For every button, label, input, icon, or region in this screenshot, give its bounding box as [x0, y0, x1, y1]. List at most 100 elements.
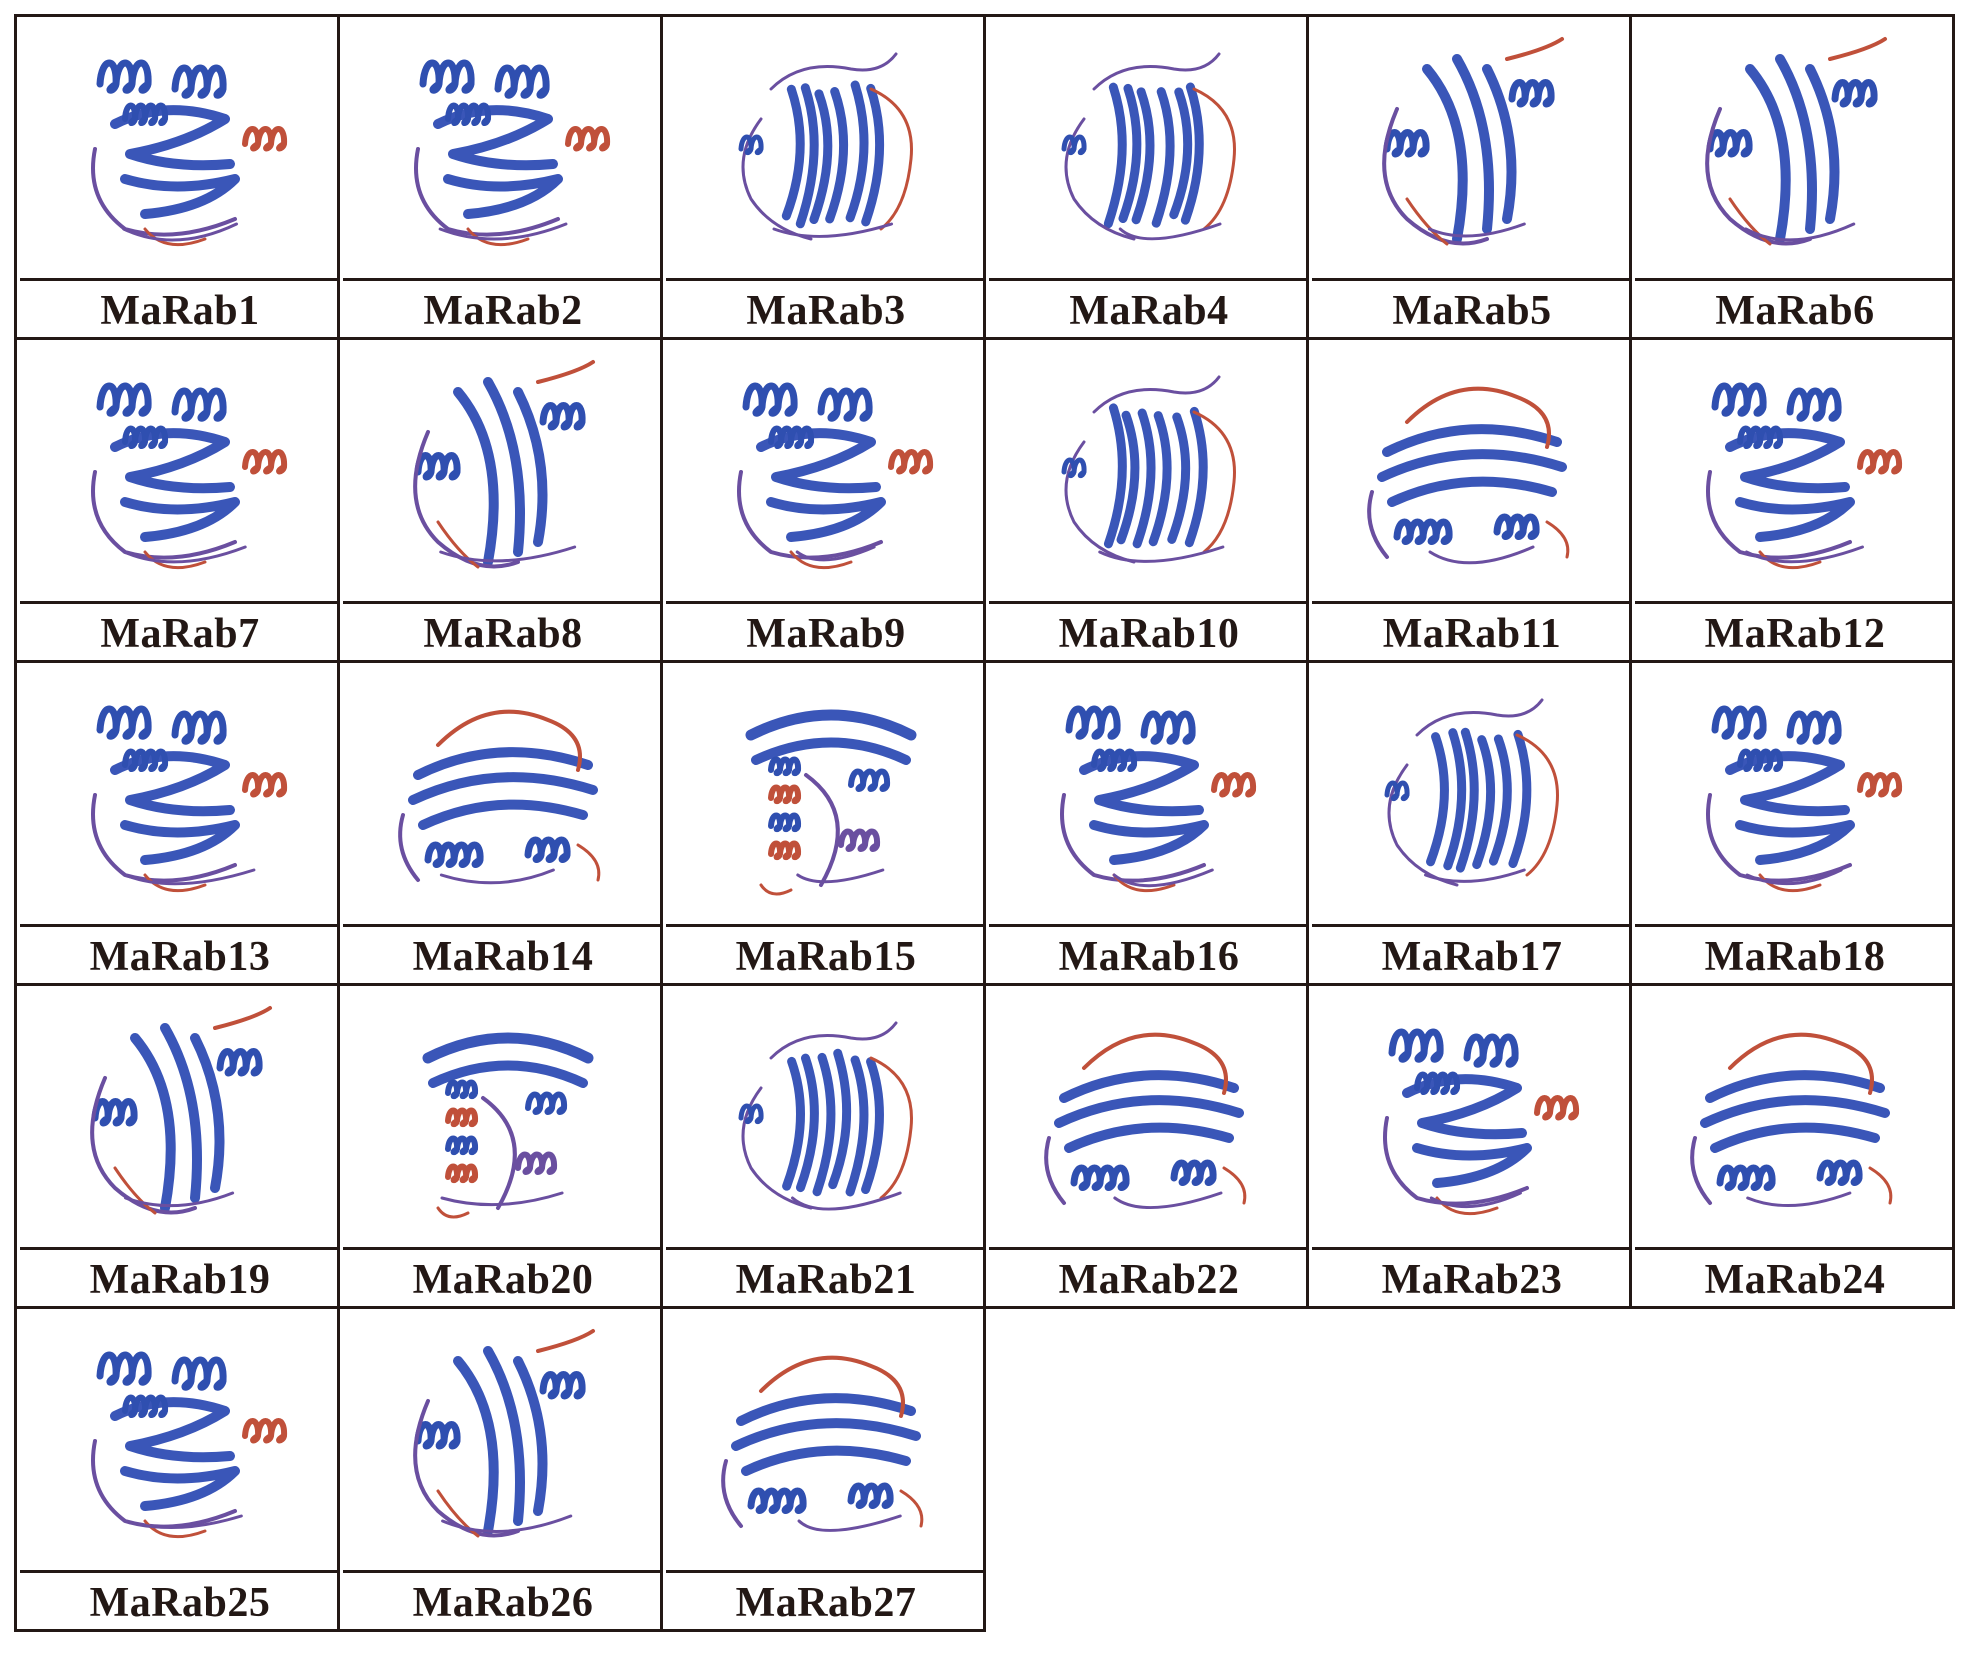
loop — [436, 1489, 480, 1538]
beta-strand — [795, 83, 819, 229]
alpha-helix — [539, 1371, 586, 1400]
loop — [1098, 545, 1225, 563]
beta-strand — [408, 772, 598, 805]
alpha-helix — [1716, 1164, 1776, 1191]
ribbon-model — [1382, 37, 1564, 246]
beta-sheet — [756, 428, 881, 494]
beta-strand — [1488, 734, 1512, 866]
beta-sheet — [1089, 820, 1209, 865]
beta-sheet — [1725, 428, 1850, 494]
beta-strand — [190, 1033, 225, 1193]
loop — [1383, 1116, 1529, 1206]
cell-frame: MaRab22 — [983, 983, 1309, 1309]
alpha-helix — [171, 1356, 227, 1391]
ribbon-model — [91, 382, 288, 570]
ribbon-model — [1061, 52, 1236, 241]
loop — [576, 843, 601, 882]
loop — [1192, 87, 1236, 231]
beta-strand — [418, 799, 588, 830]
alpha-helix — [445, 1135, 479, 1156]
loop — [1092, 375, 1221, 414]
ribbon-model — [413, 360, 595, 569]
cell-frame: MaRab16 — [983, 660, 1309, 986]
loop — [769, 1021, 898, 1060]
protein-cell: MaRab22 — [983, 983, 1309, 1309]
beta-strand — [483, 377, 525, 557]
beta-strand — [809, 89, 833, 225]
beta-sheet — [110, 105, 235, 171]
beta-strand — [1775, 54, 1817, 234]
beta-strand — [1151, 87, 1175, 228]
cell-frame: MaRab21 — [660, 983, 986, 1309]
loop — [791, 1191, 902, 1211]
protein-structure-image — [343, 343, 663, 604]
alpha-helix — [122, 425, 169, 450]
protein-structure-image — [343, 1312, 663, 1573]
protein-structure-image — [20, 989, 340, 1250]
alpha-helix — [738, 1103, 764, 1125]
beta-strand — [861, 83, 885, 227]
beta-strand — [751, 737, 911, 765]
protein-cell: MaRab5 — [1306, 14, 1632, 340]
beta-strand — [1103, 82, 1127, 229]
protein-structure-image — [989, 20, 1309, 281]
beta-sheet — [120, 497, 240, 542]
protein-structure-image — [666, 989, 986, 1250]
protein-structure-image — [20, 666, 340, 927]
loop — [122, 222, 239, 242]
protein-cell: MaRab7 — [14, 337, 340, 663]
beta-strand — [795, 1053, 819, 1193]
loop — [899, 1489, 924, 1528]
alpha-helix — [96, 705, 152, 740]
alpha-helix — [419, 59, 475, 94]
alpha-helix — [1393, 518, 1453, 545]
cell-frame: MaRab10 — [983, 337, 1309, 663]
beta-strand — [741, 1445, 911, 1476]
beta-strand — [1382, 424, 1562, 457]
alpha-helix — [242, 126, 288, 152]
cell-frame: MaRab23 — [1306, 983, 1632, 1309]
protein-structure-image — [20, 20, 340, 281]
alpha-helix — [768, 425, 815, 450]
loop — [113, 1166, 157, 1215]
alpha-helix — [1061, 134, 1087, 156]
loop — [1744, 545, 1864, 564]
protein-cell: MaRab25 — [14, 1306, 340, 1632]
alpha-helix — [817, 387, 873, 422]
loop — [143, 873, 207, 893]
cell-frame: MaRab6 — [1629, 14, 1955, 340]
protein-structure-image — [666, 20, 986, 281]
beta-sheet — [1079, 751, 1204, 817]
alpha-helix — [1831, 79, 1878, 108]
loop — [1367, 490, 1389, 559]
protein-cell: MaRab11 — [1306, 337, 1632, 663]
protein-label: MaRab18 — [1704, 933, 1886, 980]
alpha-helix — [888, 449, 934, 475]
ribbon-model — [1705, 37, 1887, 246]
alpha-helix — [242, 449, 288, 475]
loop — [797, 1514, 902, 1532]
cell-frame: MaRab18 — [1629, 660, 1955, 986]
protein-label: MaRab10 — [1058, 610, 1240, 657]
beta-strand — [1184, 406, 1208, 548]
protein-structure-grid: MaRab1 MaRab2 MaRab3 MaRab4 MaRab5 MaRab6 MaRa… — [14, 14, 1972, 1642]
ribbon-model — [413, 1329, 595, 1538]
alpha-helix — [122, 102, 169, 127]
protein-cell: MaRab12 — [1629, 337, 1955, 663]
ribbon-model — [91, 59, 288, 247]
ribbon-model — [422, 1032, 594, 1219]
cell-frame: MaRab15 — [660, 660, 986, 986]
loop — [1706, 470, 1852, 560]
protein-cell: MaRab27 — [660, 1306, 986, 1632]
beta-strand — [1710, 1122, 1880, 1153]
loop — [1427, 222, 1526, 238]
loop — [414, 147, 560, 237]
beta-strand — [1482, 64, 1517, 224]
alpha-helix — [1388, 1028, 1444, 1063]
loop — [1744, 222, 1856, 242]
alpha-helix — [1070, 1164, 1130, 1191]
protein-label: MaRab3 — [746, 287, 906, 334]
cell-frame: MaRab20 — [337, 983, 663, 1309]
protein-cell: MaRab20 — [337, 983, 663, 1309]
loop — [1118, 222, 1222, 241]
